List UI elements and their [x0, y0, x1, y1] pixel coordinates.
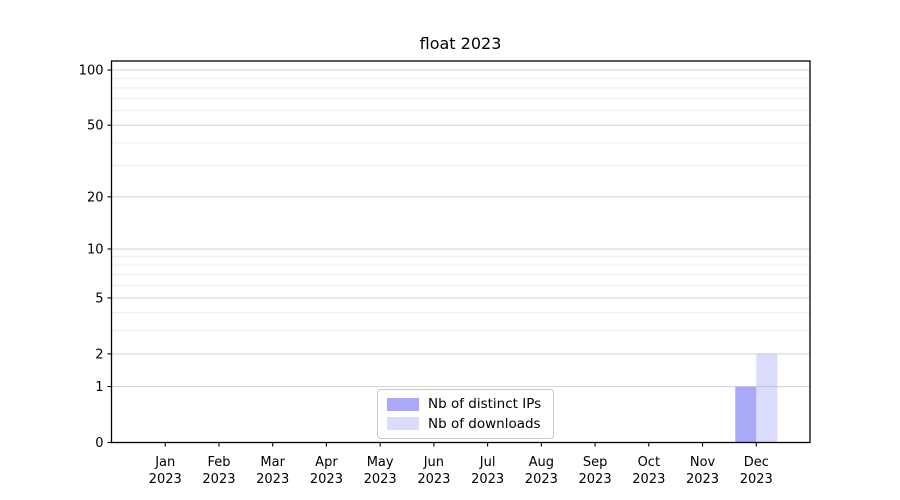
svg-text:2: 2: [95, 347, 103, 362]
svg-text:20: 20: [87, 190, 104, 205]
legend-swatch-distinct-ips-icon: [387, 397, 419, 411]
svg-text:1: 1: [95, 380, 103, 395]
svg-text:50: 50: [87, 119, 104, 134]
svg-text:0: 0: [95, 436, 103, 451]
legend-swatch-downloads-icon: [387, 417, 419, 431]
svg-text:5: 5: [95, 291, 103, 306]
legend-item-downloads: Nb of downloads: [387, 416, 544, 432]
svg-text:100: 100: [79, 64, 104, 79]
legend: Nb of distinct IPs Nb of downloads: [377, 389, 554, 439]
legend-item-distinct-ips: Nb of distinct IPs: [387, 396, 544, 412]
legend-label-downloads: Nb of downloads: [428, 415, 541, 432]
chart-title: float 2023: [419, 34, 502, 53]
legend-label-distinct-ips: Nb of distinct IPs: [428, 396, 542, 413]
svg-text:10: 10: [87, 242, 104, 257]
